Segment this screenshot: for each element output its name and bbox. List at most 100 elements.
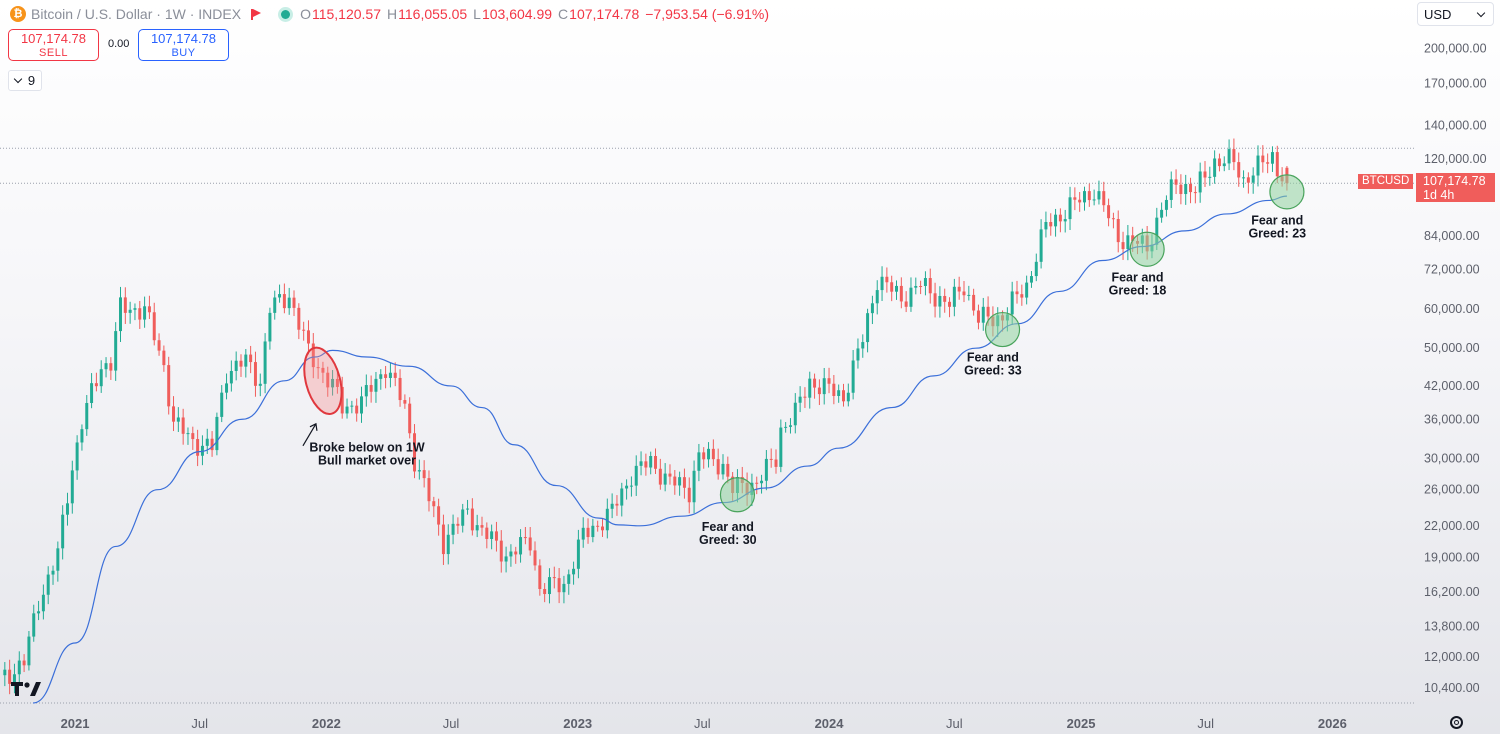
candle — [755, 476, 759, 495]
candle-body — [1029, 276, 1033, 283]
candle-body — [475, 525, 479, 531]
candle-body — [408, 403, 412, 434]
candle — [321, 361, 325, 384]
candle-body — [152, 312, 156, 341]
x-tick-label: 2023 — [563, 716, 592, 731]
annotation-circle — [1129, 231, 1165, 267]
candle — [234, 351, 238, 381]
candle — [832, 375, 836, 405]
candle-body — [1116, 219, 1120, 243]
tradingview-logo-icon[interactable] — [11, 681, 43, 697]
candle-body — [519, 537, 523, 555]
candle — [668, 464, 672, 485]
x-tick-label: Jul — [694, 716, 711, 731]
candle-body — [466, 508, 470, 510]
candle — [186, 427, 190, 445]
candle-body — [827, 378, 831, 384]
low-value: 103,604.99 — [481, 6, 553, 22]
candle-body — [239, 360, 243, 367]
candle — [403, 394, 407, 409]
candle — [119, 286, 122, 342]
y-tick-label: 42,000.00 — [1424, 379, 1480, 393]
candle-body — [1054, 214, 1058, 227]
candle-body — [456, 523, 460, 526]
y-tick-label: 30,000.00 — [1424, 452, 1480, 466]
candle-body — [46, 574, 50, 595]
candle-body — [37, 611, 41, 614]
candle — [384, 365, 388, 389]
candle — [413, 424, 417, 479]
candle-body — [678, 477, 682, 486]
candle-body — [779, 427, 783, 467]
candle — [1164, 195, 1168, 217]
flag-icon[interactable] — [251, 8, 262, 20]
candle — [547, 568, 551, 604]
candle-body — [1179, 184, 1183, 195]
candle-body — [596, 525, 600, 527]
candle-body — [114, 331, 118, 371]
candle — [596, 520, 600, 532]
candle — [176, 407, 180, 432]
x-tick-label: Jul — [1197, 716, 1214, 731]
candle-body — [350, 405, 354, 407]
candle — [70, 460, 74, 514]
candle-body — [369, 385, 373, 392]
candle-body — [875, 290, 879, 304]
x-tick-label: 2024 — [815, 716, 845, 731]
candle-body — [803, 396, 807, 398]
candle — [562, 575, 566, 604]
candle — [441, 514, 445, 565]
candle-body — [282, 294, 286, 309]
candle — [779, 419, 783, 473]
candle — [287, 287, 291, 315]
buy-button[interactable]: 107,174.78 BUY — [138, 29, 229, 61]
sell-button[interactable]: 107,174.78 SELL — [8, 29, 99, 61]
candle — [904, 291, 908, 313]
candle-body — [167, 365, 171, 407]
candle-body — [567, 574, 571, 584]
candle-body — [1242, 177, 1246, 179]
candle-body — [1217, 158, 1221, 167]
candle — [634, 455, 638, 496]
candle-body — [1049, 221, 1053, 227]
candle — [639, 451, 643, 476]
candle — [229, 360, 233, 392]
candle — [181, 408, 185, 445]
change-value: −7,953.54 (−6.91%) — [645, 6, 769, 22]
candle — [678, 471, 682, 496]
candle-body — [147, 306, 151, 313]
symbol-header[interactable]: ₿ Bitcoin / U.S. Dollar · 1W · INDEX O 11… — [10, 4, 775, 24]
candle — [600, 518, 604, 537]
candle — [249, 345, 253, 374]
candle-body — [292, 297, 296, 308]
currency-select[interactable]: USD — [1417, 2, 1494, 26]
candle-body — [1044, 221, 1048, 230]
candle-body — [17, 660, 21, 675]
candle — [798, 386, 802, 413]
candle-body — [581, 527, 585, 540]
candle — [1126, 225, 1130, 261]
candle-body — [311, 343, 315, 368]
candle-body — [1203, 171, 1207, 178]
market-status-icon[interactable] — [281, 9, 291, 19]
candle — [707, 442, 711, 468]
candle — [133, 303, 137, 321]
candle — [808, 371, 812, 409]
separator-dot: · — [185, 6, 199, 22]
candle — [12, 663, 16, 694]
candle — [316, 358, 320, 379]
candle-body — [914, 285, 918, 288]
candle-body — [721, 463, 725, 475]
candle — [3, 662, 7, 687]
candle — [576, 529, 580, 579]
candle — [393, 362, 397, 387]
candle-body — [287, 297, 291, 309]
candle — [191, 426, 195, 450]
settings-gear-icon[interactable] — [1450, 716, 1463, 729]
indicators-toggle-button[interactable]: 9 — [8, 70, 42, 91]
separator-dot: · — [152, 6, 165, 22]
candle — [822, 367, 826, 405]
candle — [1058, 208, 1062, 233]
candle-body — [890, 282, 894, 292]
